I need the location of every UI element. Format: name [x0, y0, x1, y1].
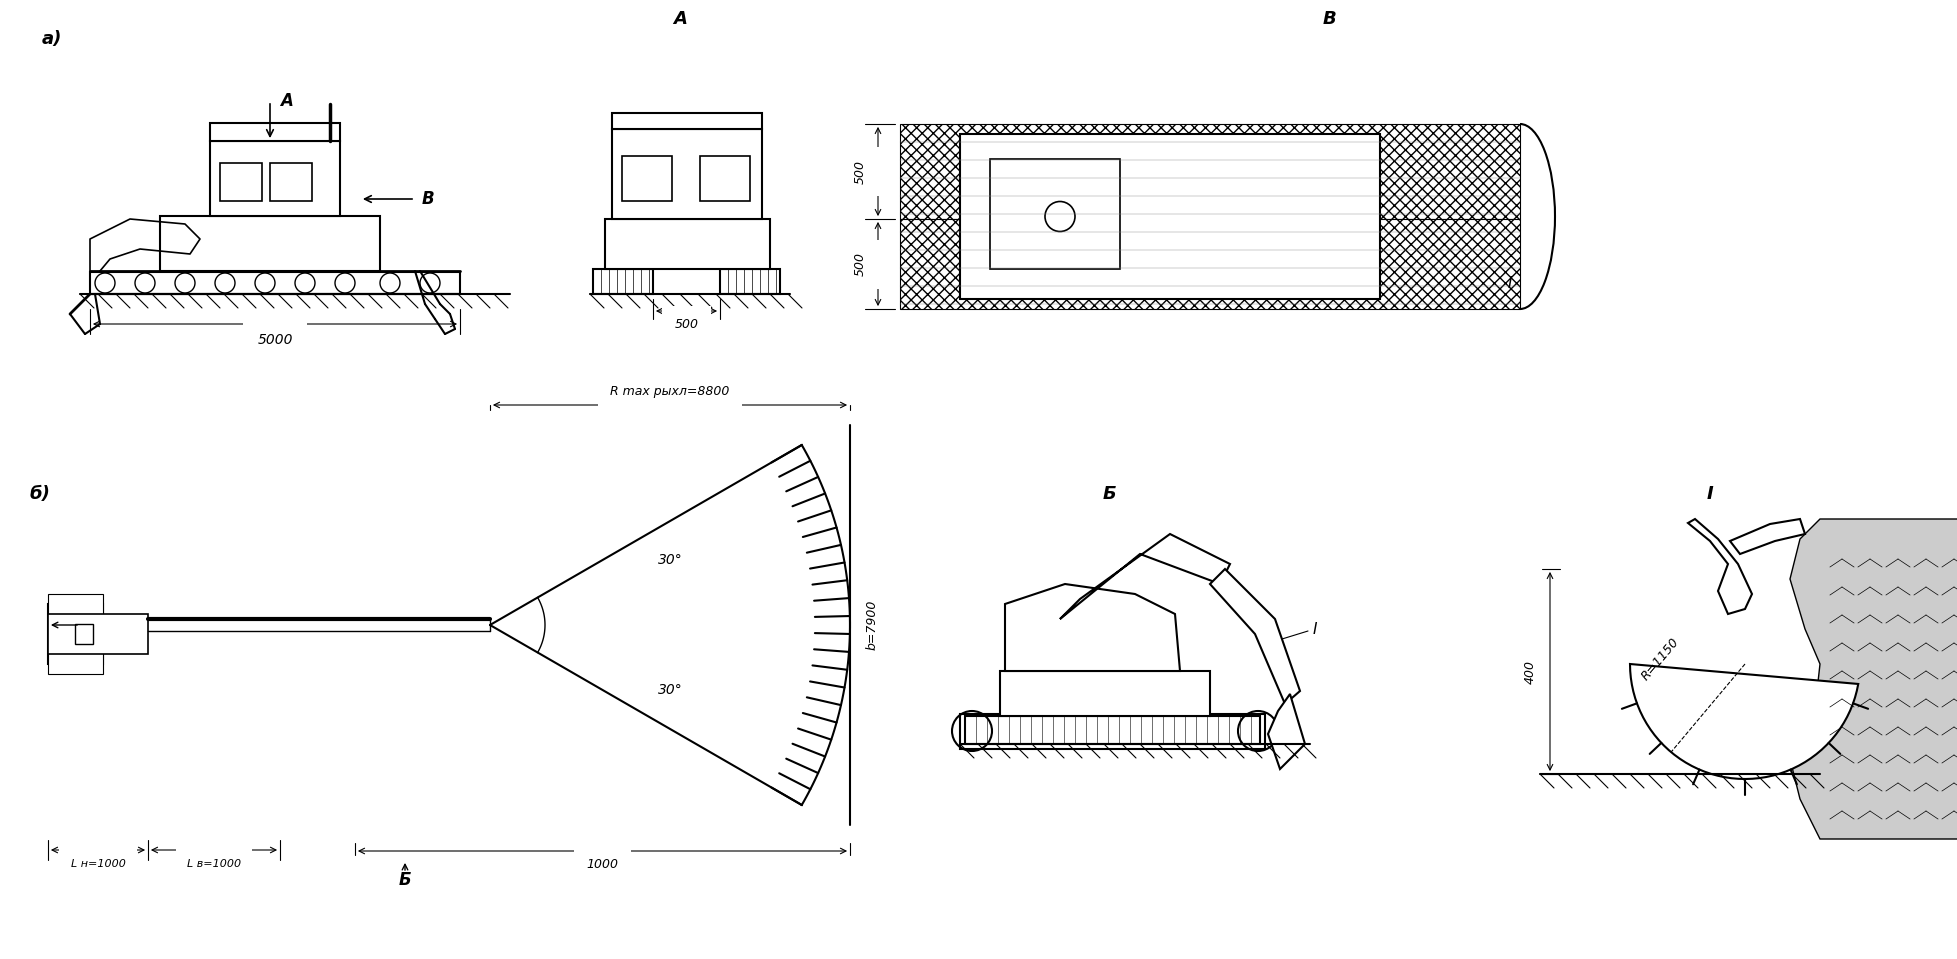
Text: 5000: 5000: [256, 333, 294, 347]
Text: B: B: [421, 190, 434, 208]
Text: L н=1000: L н=1000: [70, 859, 125, 869]
Bar: [160, 216, 380, 271]
Bar: [49, 614, 149, 654]
Text: L в=1000: L в=1000: [186, 859, 241, 869]
Polygon shape: [1004, 584, 1180, 671]
Bar: [613, 113, 761, 129]
Bar: [49, 604, 104, 664]
Text: 1000: 1000: [587, 858, 618, 872]
Text: б): б): [29, 485, 51, 503]
Text: R max рыхл=8800: R max рыхл=8800: [611, 385, 730, 397]
Bar: [90, 272, 460, 294]
Bar: [959, 134, 1380, 299]
Bar: [270, 163, 311, 201]
Polygon shape: [1730, 519, 1804, 554]
Text: 500: 500: [853, 159, 867, 183]
Bar: [900, 124, 1519, 219]
Text: I: I: [1707, 485, 1712, 503]
Bar: [622, 156, 671, 201]
Bar: [209, 123, 341, 141]
Bar: [990, 159, 1119, 269]
Bar: [701, 156, 750, 201]
Text: b=7900: b=7900: [865, 599, 879, 650]
Polygon shape: [1059, 534, 1229, 619]
Polygon shape: [1687, 519, 1752, 614]
Polygon shape: [1789, 519, 1957, 839]
Text: 30°: 30°: [658, 683, 683, 697]
Text: A: A: [280, 92, 294, 110]
Text: 500: 500: [853, 252, 867, 276]
Bar: [613, 129, 761, 219]
Bar: [209, 141, 341, 216]
Text: 500: 500: [673, 318, 699, 332]
Text: I: I: [1507, 276, 1511, 292]
Text: В: В: [1323, 10, 1337, 28]
Text: R=1150: R=1150: [1638, 635, 1681, 683]
Polygon shape: [1268, 694, 1303, 769]
Bar: [959, 714, 1264, 749]
Text: Б: Б: [1102, 485, 1115, 503]
Text: A: A: [673, 10, 687, 28]
Bar: [900, 219, 1519, 309]
Text: Б: Б: [399, 871, 411, 889]
Text: 30°: 30°: [658, 553, 683, 567]
Bar: [74, 624, 92, 644]
Text: I: I: [1311, 621, 1317, 637]
Bar: [219, 163, 262, 201]
Bar: [965, 716, 1260, 744]
Bar: [49, 594, 104, 674]
Text: а): а): [41, 30, 63, 48]
Bar: [720, 269, 779, 294]
Bar: [593, 269, 654, 294]
Bar: [605, 219, 769, 269]
Polygon shape: [1628, 664, 1857, 779]
Bar: [1000, 671, 1209, 716]
Text: 400: 400: [1523, 660, 1536, 684]
Polygon shape: [1209, 569, 1299, 704]
